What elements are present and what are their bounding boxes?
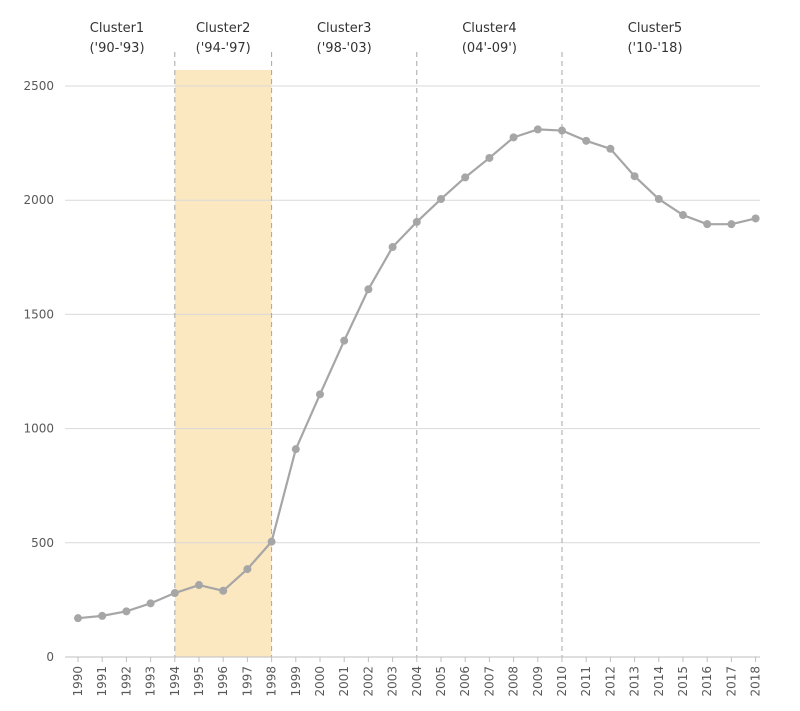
data-point (195, 581, 203, 590)
data-point (751, 214, 760, 223)
data-point (243, 565, 252, 574)
data-point (679, 211, 687, 220)
data-point (291, 445, 300, 454)
cluster-name-label: Cluster3 (317, 21, 371, 36)
x-tick-label: 2004 (410, 666, 424, 697)
data-point (533, 125, 542, 134)
x-tick-label: 2001 (337, 666, 351, 697)
x-tick-label: 1991 (95, 666, 109, 697)
data-point (98, 611, 107, 620)
grid-layer (65, 85, 760, 544)
data-point (219, 586, 228, 595)
x-tick-label: 1997 (240, 666, 254, 697)
x-tick-label: 1999 (289, 666, 303, 697)
x-tick-label: 2005 (434, 666, 448, 697)
cluster-range-label: ('90-'93) (89, 41, 144, 56)
cluster-range-label: ('94-'97) (196, 41, 251, 56)
data-point (703, 220, 712, 229)
cluster-divider-layer (174, 52, 563, 657)
x-tick-label: 2008 (507, 666, 521, 697)
data-point (630, 172, 639, 181)
y-tick-label: 500 (31, 536, 54, 550)
highlight-band (174, 70, 272, 657)
x-tick-label: 2012 (603, 666, 617, 697)
data-point (170, 589, 179, 598)
data-point (606, 144, 615, 153)
cluster-range-label: (04'-09') (462, 41, 517, 56)
y-tick-label: 0 (46, 650, 54, 664)
data-point (558, 126, 566, 135)
x-tick-label: 1995 (192, 666, 206, 697)
y-tick-label: 1000 (23, 422, 54, 436)
data-point (316, 390, 324, 399)
x-tick-label: 2010 (555, 666, 569, 697)
x-tick-label: 2015 (676, 666, 690, 697)
data-point (267, 537, 276, 546)
x-tick-label: 2000 (313, 666, 327, 697)
x-tick-label: 1998 (265, 666, 279, 697)
data-point (388, 243, 397, 252)
cluster-name-label: Cluster1 (90, 21, 144, 36)
cluster-range-label: ('10-'18) (627, 41, 682, 56)
data-point (727, 220, 736, 229)
x-tick-label: 1994 (168, 666, 182, 697)
x-tick-label: 1992 (119, 666, 133, 697)
cluster-name-label: Cluster4 (462, 21, 516, 36)
cluster-name-label: Cluster2 (196, 21, 250, 36)
x-tick-label: 1990 (71, 666, 85, 697)
y-tick-label: 1500 (23, 307, 54, 321)
data-point (437, 195, 445, 204)
data-point (340, 336, 349, 345)
x-tick-label: 2007 (482, 666, 496, 697)
data-point (654, 195, 663, 204)
x-tick-label: 2013 (628, 666, 642, 697)
x-tick-label: 2011 (579, 666, 593, 697)
x-tick-label: 2017 (724, 666, 738, 697)
x-tick-label: 2014 (652, 666, 666, 697)
data-point (485, 153, 494, 162)
data-point (122, 607, 131, 616)
series-layer (74, 125, 760, 623)
cluster-name-label: Cluster5 (628, 21, 682, 36)
data-point (582, 136, 591, 145)
data-point (412, 217, 421, 226)
data-point (509, 133, 518, 142)
data-point (74, 614, 82, 623)
x-tick-label: 2003 (386, 666, 400, 697)
x-tick-label: 2006 (458, 666, 472, 697)
x-tick-label: 1996 (216, 666, 230, 697)
y-tick-label: 2500 (23, 79, 54, 93)
x-tick-label: 2009 (531, 666, 545, 697)
y-tick-label: 2000 (23, 193, 54, 207)
x-tick-label: 2016 (700, 666, 714, 697)
x-tick-label: 2002 (361, 666, 375, 697)
x-tick-label: 2018 (749, 666, 763, 697)
data-point (461, 173, 470, 182)
axis-layer: 0 500 1000 1500 2000 2500 1990 1991 1992 1993 1994… (23, 79, 762, 697)
x-tick-label: 1993 (144, 666, 158, 697)
cluster-range-label: ('98-'03) (317, 41, 372, 56)
data-point (364, 285, 373, 294)
cluster2-highlight-layer (174, 70, 272, 657)
data-point (146, 599, 155, 608)
cluster-label-layer: Cluster1 ('90-'93) Cluster2 ('94-'97) Cluste… (89, 21, 682, 56)
